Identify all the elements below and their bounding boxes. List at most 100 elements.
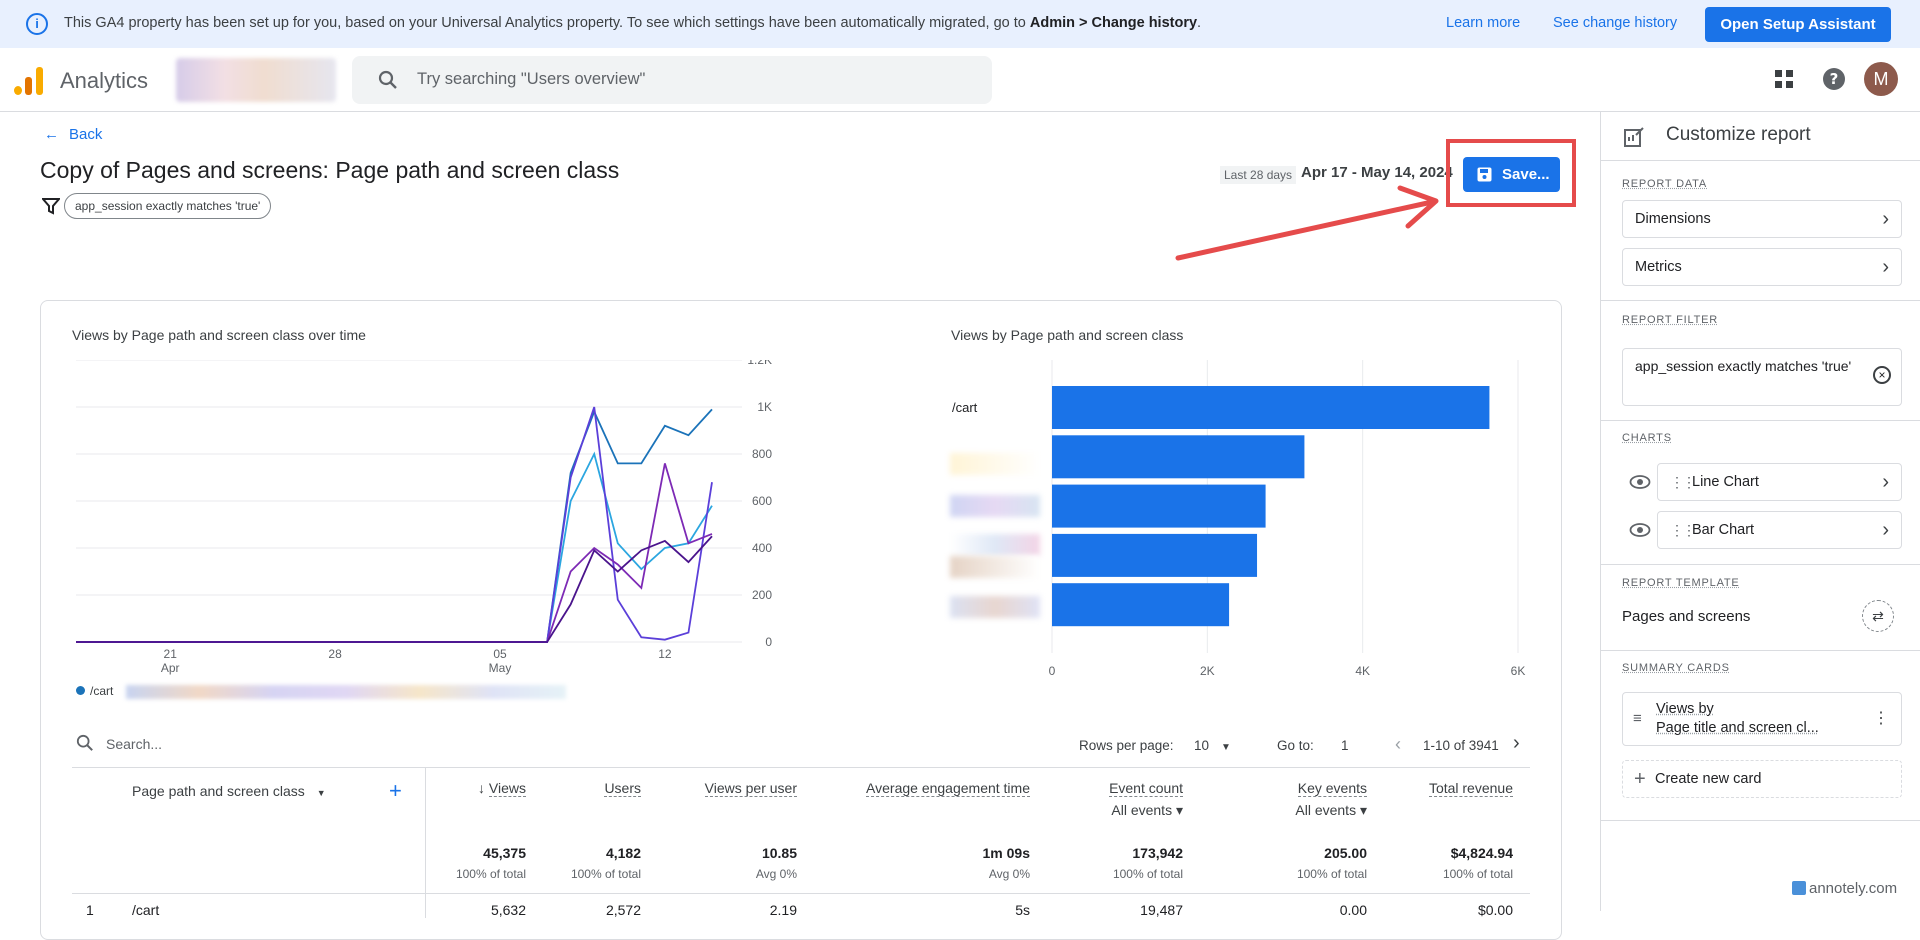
column-header-views-per-user[interactable]: Views per user <box>705 780 797 796</box>
info-banner: i This GA4 property has been set up for … <box>0 0 1920 48</box>
summary-card-item[interactable]: ≡ Views by Page title and screen cl... ⋮ <box>1622 692 1902 746</box>
apps-grid-icon[interactable] <box>1774 69 1794 89</box>
save-button[interactable]: Save... <box>1463 157 1560 192</box>
open-setup-assistant-button[interactable]: Open Setup Assistant <box>1705 7 1891 42</box>
line-chart: 0 200 400 600 800 1K 1.2K 21Apr 28 05May 12 <box>72 360 912 680</box>
column-header-label: Average engagement time <box>866 780 1030 797</box>
column-total: 45,375 100% of total <box>456 845 526 881</box>
y-tick-label: 400 <box>752 541 772 555</box>
eye-icon[interactable] <box>1629 523 1651 537</box>
y-tick-label: 1.2K <box>747 360 772 367</box>
dimension-header-label: Page path and screen class <box>132 783 305 799</box>
annotely-logo-icon <box>1792 881 1806 895</box>
save-icon <box>1477 167 1492 182</box>
edit-report-icon <box>1623 126 1645 148</box>
panel-title: Customize report <box>1666 124 1811 146</box>
row-index: 1 <box>86 902 94 918</box>
rows-per-page-select[interactable]: 10 ▼ <box>1194 738 1231 753</box>
metrics-item[interactable]: Metrics › <box>1622 248 1902 286</box>
chevron-right-icon: › <box>1882 201 1889 237</box>
divider <box>1601 300 1920 301</box>
blurred-label <box>950 453 1040 475</box>
drag-handle-icon[interactable]: ⋮⋮ <box>1670 464 1694 500</box>
row-dimension[interactable]: /cart <box>132 902 159 918</box>
blurred-label <box>950 534 1040 556</box>
clear-filter-icon[interactable]: × <box>1873 366 1891 384</box>
blurred-label <box>950 556 1040 578</box>
column-header-views[interactable]: ↓ Views <box>478 780 526 796</box>
filter-chip[interactable]: app_session exactly matches 'true' <box>64 193 271 219</box>
app-brand[interactable]: Analytics <box>60 68 148 94</box>
divider <box>1601 420 1920 421</box>
chevron-right-icon: › <box>1882 249 1889 285</box>
column-header-average-engagement-time[interactable]: Average engagement time <box>866 780 1030 796</box>
blurred-label <box>950 596 1040 618</box>
legend-dot <box>76 686 85 695</box>
report-template-label: REPORT TEMPLATE <box>1622 577 1740 589</box>
charts-label: CHARTS <box>1622 432 1672 444</box>
caret-down-icon: ▼ <box>1221 742 1231 753</box>
banner-message-bold: Admin > Change history <box>1030 15 1197 31</box>
date-range[interactable]: Apr 17 - May 14, 2024 <box>1301 164 1453 181</box>
table-search-placeholder: Search... <box>106 736 162 752</box>
dimensions-item[interactable]: Dimensions › <box>1622 200 1902 238</box>
bar-chart-item[interactable]: ⋮⋮ Bar Chart › <box>1657 511 1902 549</box>
banner-message-suffix: . <box>1197 15 1201 31</box>
annotation-arrow <box>1170 180 1450 270</box>
x-tick-label: 2K <box>1200 664 1215 678</box>
page-range: 1-10 of 3941 <box>1423 738 1499 753</box>
account-selector[interactable] <box>176 58 336 102</box>
card-icon: ≡ <box>1633 709 1642 728</box>
line-chart-title: Views by Page path and screen class over… <box>72 327 366 343</box>
bar-2[interactable] <box>1052 435 1304 478</box>
eye-icon[interactable] <box>1629 475 1651 489</box>
metric-filter-select[interactable]: All events ▾ <box>1109 802 1183 819</box>
totals-divider <box>72 893 1530 894</box>
search-bar[interactable]: Try searching "Users overview" <box>352 56 992 104</box>
bar-4[interactable] <box>1052 534 1257 577</box>
chevron-left-icon[interactable]: ‹ <box>1395 734 1401 755</box>
goto-input[interactable]: 1 <box>1341 738 1349 753</box>
metric-filter-select[interactable]: All events ▾ <box>1295 802 1367 819</box>
line-chart-item[interactable]: ⋮⋮ Line Chart › <box>1657 463 1902 501</box>
search-icon <box>378 70 398 90</box>
drag-handle-icon[interactable]: ⋮⋮ <box>1670 512 1694 548</box>
learn-more-link[interactable]: Learn more <box>1446 15 1520 31</box>
back-link[interactable]: ← Back <box>44 126 102 143</box>
report-data-label: REPORT DATA <box>1622 178 1707 190</box>
save-label: Save... <box>1502 166 1550 183</box>
bar-1[interactable] <box>1052 386 1489 429</box>
column-total-pct: 100% of total <box>1297 867 1367 881</box>
table-search[interactable]: Search... <box>76 734 94 755</box>
watermark-text: annotely.com <box>1809 880 1897 897</box>
series-line-1 <box>76 409 712 642</box>
bar-chart-title: Views by Page path and screen class <box>951 327 1183 343</box>
divider <box>1601 160 1920 161</box>
analytics-logo[interactable] <box>14 67 44 95</box>
column-header-users[interactable]: Users <box>604 780 641 796</box>
help-icon[interactable]: ? <box>1822 67 1846 91</box>
legend-item-cart[interactable]: /cart <box>90 684 113 698</box>
add-dimension-button[interactable]: + <box>389 778 402 804</box>
more-vert-icon[interactable]: ⋮ <box>1873 709 1889 728</box>
report-filter-value: app_session exactly matches 'true' <box>1635 358 1851 374</box>
x-tick-sublabel: May <box>489 661 512 675</box>
unlink-template-icon[interactable]: ⇄ <box>1862 600 1894 632</box>
dimension-header[interactable]: Page path and screen class ▼ <box>132 783 326 799</box>
bar-5[interactable] <box>1052 583 1229 626</box>
column-total-pct: 100% of total <box>1443 867 1513 881</box>
column-header-key-events[interactable]: Key events All events ▾ <box>1295 780 1367 819</box>
column-total-pct: Avg 0% <box>756 867 797 881</box>
see-change-history-link[interactable]: See change history <box>1553 15 1677 31</box>
column-header-total-revenue[interactable]: Total revenue <box>1429 780 1513 796</box>
search-placeholder: Try searching "Users overview" <box>417 70 645 89</box>
banner-message: This GA4 property has been set up for yo… <box>64 15 1201 31</box>
chevron-right-icon[interactable]: › <box>1513 732 1520 755</box>
report-filter-item[interactable]: app_session exactly matches 'true' × <box>1622 348 1902 406</box>
bar-3[interactable] <box>1052 485 1266 528</box>
divider <box>1601 564 1920 565</box>
avatar[interactable]: M <box>1864 62 1898 96</box>
create-new-card-button[interactable]: + Create new card <box>1622 760 1902 798</box>
column-total-pct: 100% of total <box>456 867 526 881</box>
column-header-event-count[interactable]: Event count All events ▾ <box>1109 780 1183 819</box>
